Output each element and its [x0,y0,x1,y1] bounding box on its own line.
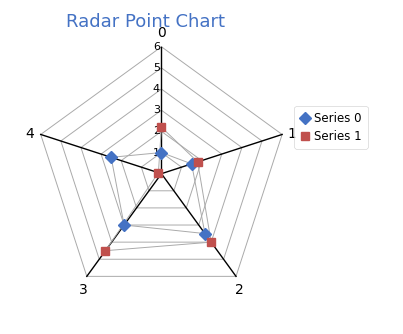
Text: 4: 4 [25,128,34,142]
Text: 1: 1 [153,148,160,158]
Text: 6: 6 [153,42,160,52]
Text: 3: 3 [79,283,88,297]
Text: 2: 2 [235,283,244,297]
Text: Radar Point Chart: Radar Point Chart [66,13,224,31]
Text: 0: 0 [157,26,166,40]
Text: 1: 1 [287,128,296,142]
Text: 5: 5 [153,63,160,73]
Text: 2: 2 [153,126,160,136]
Legend: Series 0, Series 1: Series 0, Series 1 [294,106,368,149]
Text: 3: 3 [153,105,160,115]
Text: 4: 4 [153,84,160,94]
